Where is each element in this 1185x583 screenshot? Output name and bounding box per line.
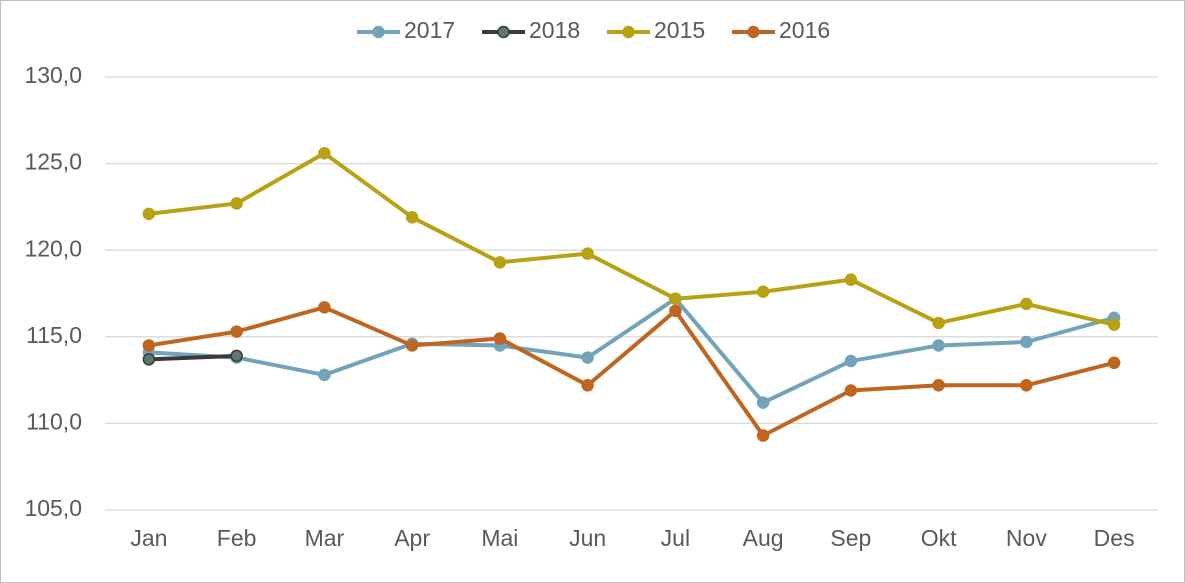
series-line — [148, 296, 1115, 405]
legend-marker — [497, 25, 510, 39]
series-line — [148, 151, 1115, 327]
data-point — [142, 353, 156, 366]
x-tick-label: Sep — [830, 525, 871, 551]
data-point — [844, 384, 858, 397]
legend-marker — [372, 25, 385, 39]
x-tick-label: Okt — [921, 525, 957, 551]
data-point — [844, 273, 858, 286]
data-point — [581, 379, 594, 392]
data-point — [1020, 297, 1033, 311]
data-point — [142, 339, 156, 352]
data-point — [844, 354, 858, 368]
data-point — [932, 316, 945, 330]
x-tick-label: Des — [1094, 525, 1135, 551]
data-point — [1020, 335, 1033, 349]
data-point — [405, 339, 419, 352]
legend-label: 2016 — [779, 17, 830, 43]
legend-label: 2018 — [529, 17, 580, 43]
data-point — [932, 379, 945, 392]
x-tick-label: Apr — [394, 525, 430, 551]
x-tick-label: Jan — [130, 525, 167, 551]
data-point — [318, 146, 331, 160]
y-tick-label: 120,0 — [24, 235, 82, 261]
y-tick-label: 110,0 — [26, 408, 82, 434]
series-line — [148, 305, 1115, 438]
x-tick-label: Feb — [217, 525, 257, 551]
data-point — [230, 197, 243, 210]
data-point — [493, 332, 507, 345]
data-point — [142, 207, 156, 221]
data-point — [669, 292, 682, 305]
data-point — [405, 211, 419, 224]
series-line — [148, 353, 237, 362]
legend-label: 2017 — [404, 17, 455, 43]
legend-marker — [622, 25, 635, 39]
data-point — [756, 429, 770, 442]
data-point — [230, 349, 243, 363]
x-tick-label: Jun — [569, 525, 606, 551]
data-point — [493, 256, 507, 269]
data-point — [756, 285, 770, 299]
y-tick-label: 130,0 — [24, 62, 82, 88]
data-point — [1107, 356, 1121, 370]
legend-marker — [747, 25, 760, 39]
data-point — [1107, 318, 1121, 331]
data-point — [581, 247, 594, 260]
data-point — [318, 368, 331, 382]
data-point — [230, 325, 243, 338]
data-point — [932, 339, 945, 352]
x-tick-label: Mar — [305, 525, 345, 551]
y-tick-label: 115,0 — [26, 322, 82, 348]
data-point — [581, 351, 594, 364]
data-point — [1020, 379, 1033, 392]
x-tick-label: Jul — [661, 525, 690, 551]
x-tick-label: Aug — [743, 525, 784, 551]
x-tick-label: Mai — [481, 525, 518, 551]
y-tick-label: 105,0 — [24, 495, 82, 521]
data-point — [318, 301, 331, 314]
y-tick-label: 125,0 — [24, 149, 82, 175]
data-point — [669, 304, 682, 318]
x-tick-label: Nov — [1006, 525, 1047, 551]
data-point — [756, 396, 770, 409]
legend-label: 2015 — [654, 17, 705, 43]
